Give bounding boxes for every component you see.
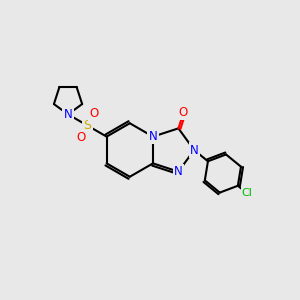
Text: N: N <box>148 130 157 143</box>
Text: Cl: Cl <box>242 188 253 198</box>
Text: O: O <box>89 107 99 120</box>
Text: O: O <box>179 106 188 119</box>
Text: N: N <box>174 165 183 178</box>
Text: S: S <box>83 119 91 132</box>
Text: N: N <box>190 143 199 157</box>
Text: N: N <box>64 108 72 121</box>
Text: O: O <box>76 130 85 144</box>
